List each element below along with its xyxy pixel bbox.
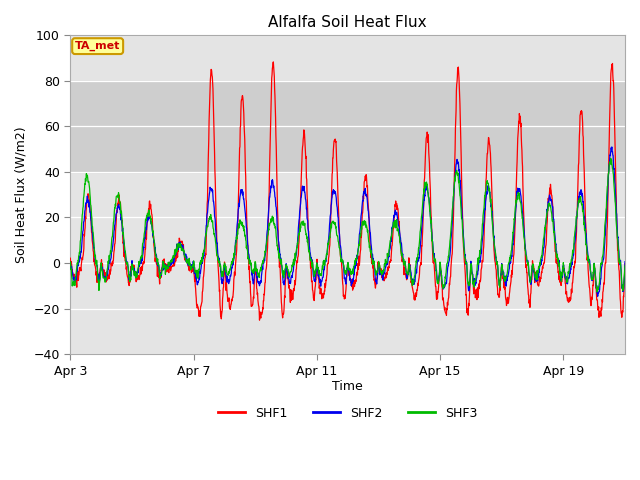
Text: TA_met: TA_met <box>75 41 120 51</box>
Y-axis label: Soil Heat Flux (W/m2): Soil Heat Flux (W/m2) <box>15 126 28 263</box>
Title: Alfalfa Soil Heat Flux: Alfalfa Soil Heat Flux <box>268 15 427 30</box>
X-axis label: Time: Time <box>332 380 363 393</box>
Legend: SHF1, SHF2, SHF3: SHF1, SHF2, SHF3 <box>213 402 483 425</box>
Bar <box>70 81 625 172</box>
